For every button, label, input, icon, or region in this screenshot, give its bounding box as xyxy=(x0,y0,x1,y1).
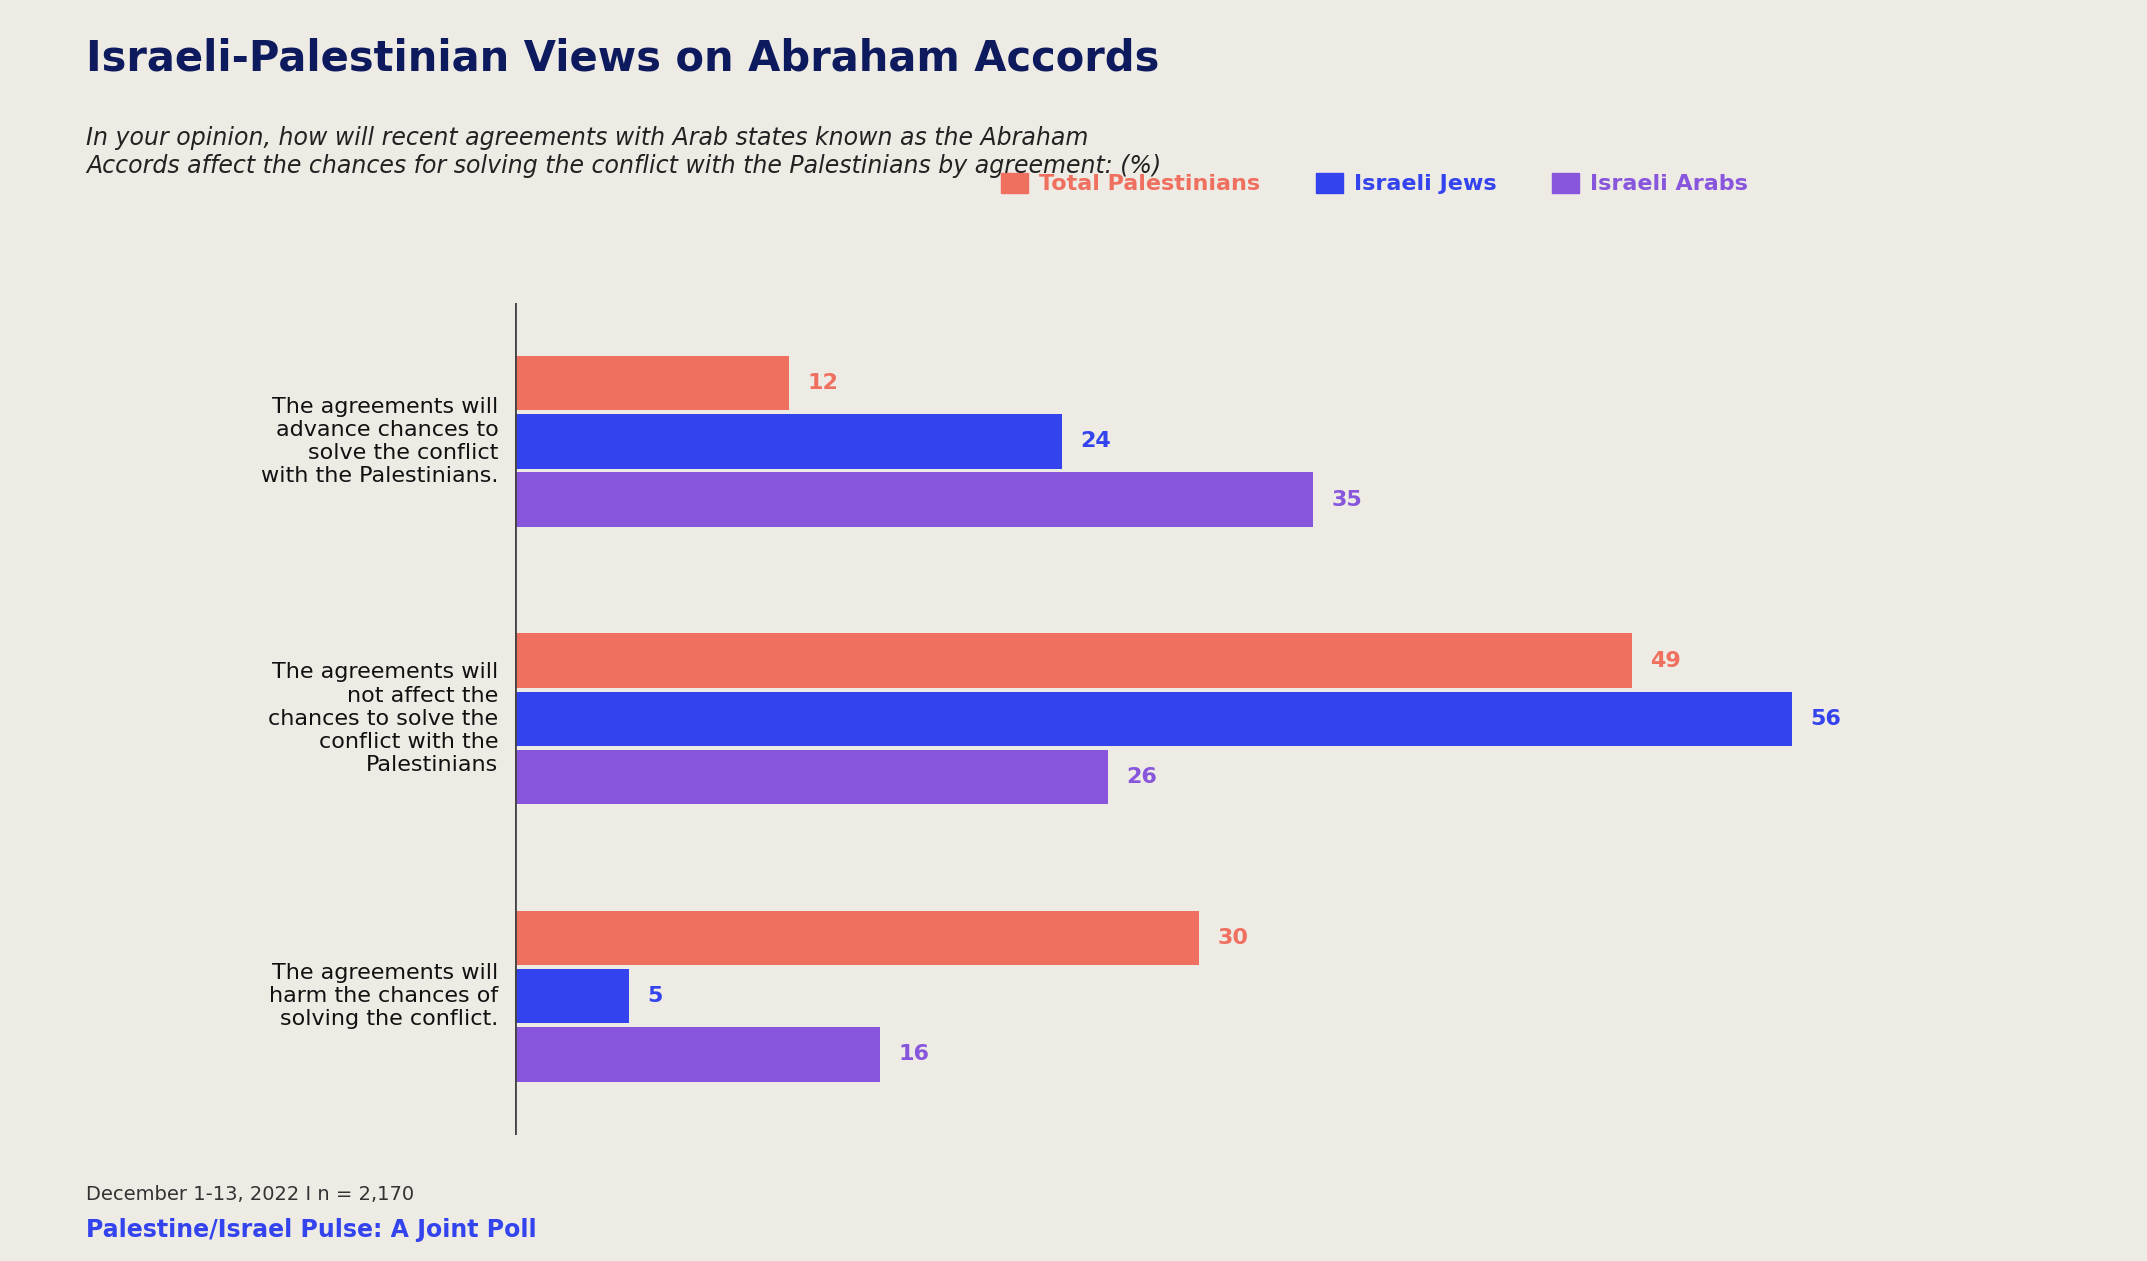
Bar xyxy=(515,356,788,410)
Bar xyxy=(515,633,1632,687)
Legend: Total Palestinians, Israeli Jews, Israeli Arabs: Total Palestinians, Israeli Jews, Israel… xyxy=(992,164,1756,203)
Text: Israeli-Palestinian Views on Abraham Accords: Israeli-Palestinian Views on Abraham Acc… xyxy=(86,38,1159,79)
Bar xyxy=(515,750,1108,805)
Bar xyxy=(515,691,1791,747)
Text: 49: 49 xyxy=(1651,651,1681,671)
Text: 12: 12 xyxy=(807,373,837,393)
Text: December 1-13, 2022 I n = 2,170: December 1-13, 2022 I n = 2,170 xyxy=(86,1185,414,1204)
Text: 35: 35 xyxy=(1331,489,1361,509)
Text: Palestine/Israel Pulse: A Joint Poll: Palestine/Israel Pulse: A Joint Poll xyxy=(86,1218,537,1242)
Bar xyxy=(515,968,629,1024)
Bar xyxy=(515,910,1198,965)
Text: 30: 30 xyxy=(1217,928,1247,948)
Text: 24: 24 xyxy=(1080,431,1112,451)
Text: 5: 5 xyxy=(648,986,663,1006)
Text: 56: 56 xyxy=(1810,709,1840,729)
Text: In your opinion, how will recent agreements with Arab states known as the Abraha: In your opinion, how will recent agreeme… xyxy=(86,126,1162,178)
Bar xyxy=(515,414,1063,469)
Text: 26: 26 xyxy=(1125,767,1157,787)
Bar xyxy=(515,1028,880,1082)
Text: 16: 16 xyxy=(897,1044,930,1064)
Bar xyxy=(515,473,1314,527)
